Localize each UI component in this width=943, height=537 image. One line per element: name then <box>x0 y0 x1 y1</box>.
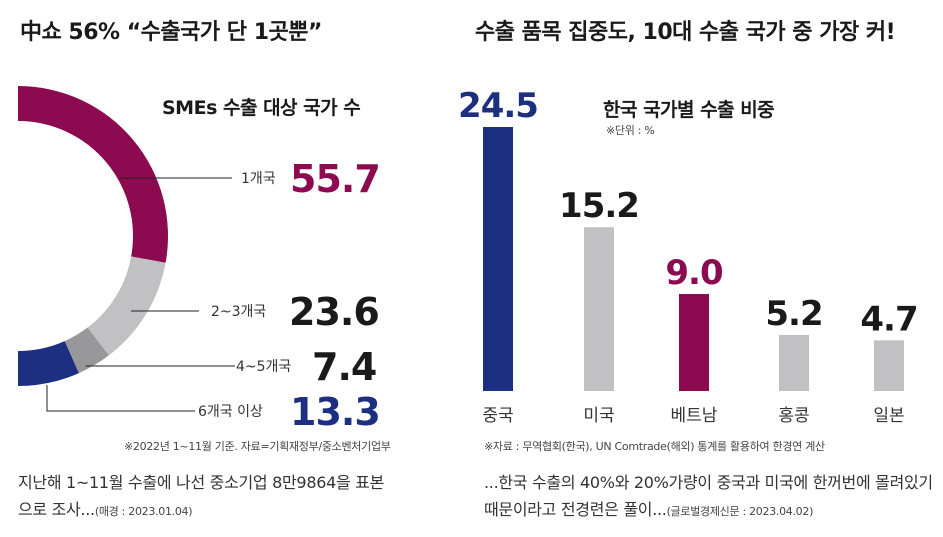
donut-chart-subtitle: SMEs 수출 대상 국가 수 <box>162 97 361 119</box>
donut-value-label: 55.7 <box>290 157 380 201</box>
bar-value-label: 4.7 <box>860 299 917 339</box>
bar <box>679 294 709 391</box>
left-caption-text: 지난해 1~11월 수출에 나선 중소기업 8만9864을 표본으로 조사... <box>18 473 385 519</box>
bar-category-label: 홍콩 <box>778 406 809 426</box>
donut-slice <box>64 327 109 374</box>
donut-category-label: 4~5개국 <box>236 359 291 375</box>
donut-slice <box>18 341 79 387</box>
bar <box>483 127 513 391</box>
donut-leader-line <box>46 385 195 412</box>
bar-value-label: 24.5 <box>458 86 538 126</box>
bar-chart-unit: ※단위 : % <box>606 124 655 137</box>
bar-category-label: 베트남 <box>671 406 718 426</box>
bar-value-label: 15.2 <box>559 186 639 226</box>
bar-value-label: 9.0 <box>665 253 723 293</box>
right-caption: ...한국 수출의 40%와 20%가량이 중국과 미국에 한꺼번에 몰려있기 … <box>484 469 936 525</box>
bar <box>874 340 904 391</box>
right-chart-title: 수출 품목 집중도, 10대 수출 국가 중 가장 커! <box>475 20 896 45</box>
left-source-note: ※2022년 1~11월 기준. 자료=기획재정부/중소벤처기업부 <box>124 440 391 453</box>
right-source-note: ※자료 : 무역협회(한국), UN Comtrade(해외) 통계를 활용하여… <box>484 440 825 453</box>
donut-slice <box>18 86 169 263</box>
left-caption-source: (매경 : 2023.01.04) <box>94 505 193 518</box>
bar-chart: 24.5 중국 15.2 미국 9.0 베트남 5.2 홍콩 4.7 일본 <box>458 86 919 426</box>
bar-chart-subtitle: 한국 국가별 수출 비중 <box>603 99 775 121</box>
donut-slice <box>87 256 166 356</box>
donut-category-label: 2~3개국 <box>211 304 266 320</box>
right-caption-text: ...한국 수출의 40%와 20%가량이 중국과 미국에 한꺼번에 몰려있기 … <box>484 473 933 519</box>
donut-category-label: 6개국 이상 <box>198 404 263 420</box>
donut-category-label: 1개국 <box>241 171 276 187</box>
bar-category-label: 미국 <box>583 406 614 426</box>
donut-value-label: 23.6 <box>289 290 379 334</box>
donut-value-label: 7.4 <box>312 345 376 389</box>
bar-category-label: 중국 <box>482 406 513 426</box>
bar-category-label: 일본 <box>873 406 904 426</box>
bar <box>584 227 614 391</box>
left-caption: 지난해 1~11월 수출에 나선 중소기업 8만9864을 표본으로 조사...… <box>18 469 398 525</box>
donut-chart: 1개국 55.7 2~3개국 23.6 4~5개국 7.4 6개국 이상 13.3 <box>18 86 381 434</box>
right-caption-source: (글로벌경제신문 : 2023.04.02) <box>666 505 814 518</box>
bar-value-label: 5.2 <box>765 294 822 334</box>
bar <box>779 334 809 391</box>
donut-value-label: 13.3 <box>290 390 380 434</box>
left-chart-title: 中쇼 56% “수출국가 단 1곳뿐” <box>20 20 322 45</box>
